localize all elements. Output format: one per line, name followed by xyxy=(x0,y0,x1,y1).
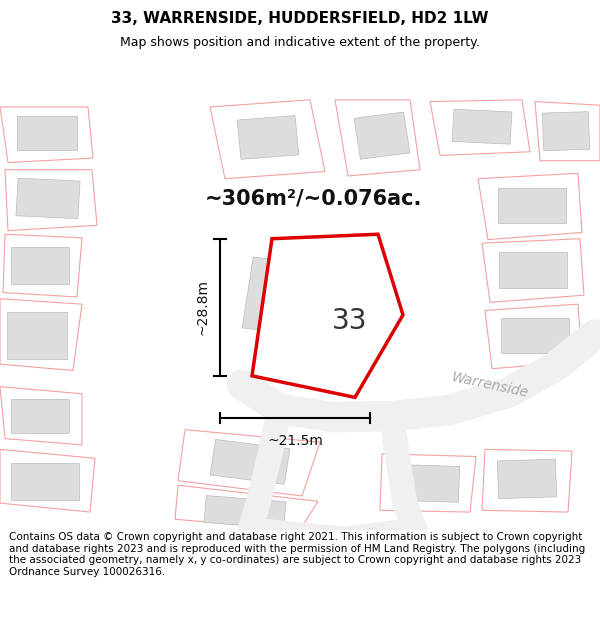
Polygon shape xyxy=(3,234,82,297)
FancyBboxPatch shape xyxy=(242,257,298,334)
FancyBboxPatch shape xyxy=(499,252,567,288)
FancyBboxPatch shape xyxy=(501,318,569,354)
FancyBboxPatch shape xyxy=(452,109,512,144)
Polygon shape xyxy=(430,100,530,156)
FancyBboxPatch shape xyxy=(17,116,77,150)
Polygon shape xyxy=(335,100,420,176)
FancyBboxPatch shape xyxy=(11,247,69,284)
Polygon shape xyxy=(380,454,476,512)
FancyBboxPatch shape xyxy=(497,459,557,499)
FancyBboxPatch shape xyxy=(210,439,290,484)
Polygon shape xyxy=(175,485,318,530)
Polygon shape xyxy=(0,387,82,445)
Polygon shape xyxy=(252,234,403,398)
Polygon shape xyxy=(482,449,572,512)
Text: ~21.5m: ~21.5m xyxy=(267,434,323,448)
FancyBboxPatch shape xyxy=(542,112,590,151)
Text: ~306m²/~0.076ac.: ~306m²/~0.076ac. xyxy=(205,188,422,208)
Polygon shape xyxy=(535,102,600,161)
Polygon shape xyxy=(485,304,582,369)
Text: 33, WARRENSIDE, HUDDERSFIELD, HD2 1LW: 33, WARRENSIDE, HUDDERSFIELD, HD2 1LW xyxy=(111,11,489,26)
Text: 33: 33 xyxy=(332,307,368,335)
FancyBboxPatch shape xyxy=(11,399,69,433)
FancyBboxPatch shape xyxy=(354,112,410,159)
FancyBboxPatch shape xyxy=(204,496,286,529)
FancyBboxPatch shape xyxy=(7,312,67,359)
Polygon shape xyxy=(0,107,93,162)
Text: Map shows position and indicative extent of the property.: Map shows position and indicative extent… xyxy=(120,36,480,49)
FancyBboxPatch shape xyxy=(498,188,566,224)
FancyBboxPatch shape xyxy=(397,464,460,503)
Text: Warrenside: Warrenside xyxy=(450,370,530,400)
Polygon shape xyxy=(482,239,584,302)
Polygon shape xyxy=(178,429,320,496)
Polygon shape xyxy=(0,299,82,371)
Text: Contains OS data © Crown copyright and database right 2021. This information is : Contains OS data © Crown copyright and d… xyxy=(9,532,585,577)
Polygon shape xyxy=(5,170,97,231)
FancyBboxPatch shape xyxy=(16,178,80,219)
FancyBboxPatch shape xyxy=(11,462,79,501)
Polygon shape xyxy=(478,173,582,239)
Polygon shape xyxy=(0,449,95,512)
FancyBboxPatch shape xyxy=(304,238,367,320)
FancyBboxPatch shape xyxy=(237,116,299,159)
Polygon shape xyxy=(210,100,325,179)
Text: ~28.8m: ~28.8m xyxy=(196,279,210,335)
